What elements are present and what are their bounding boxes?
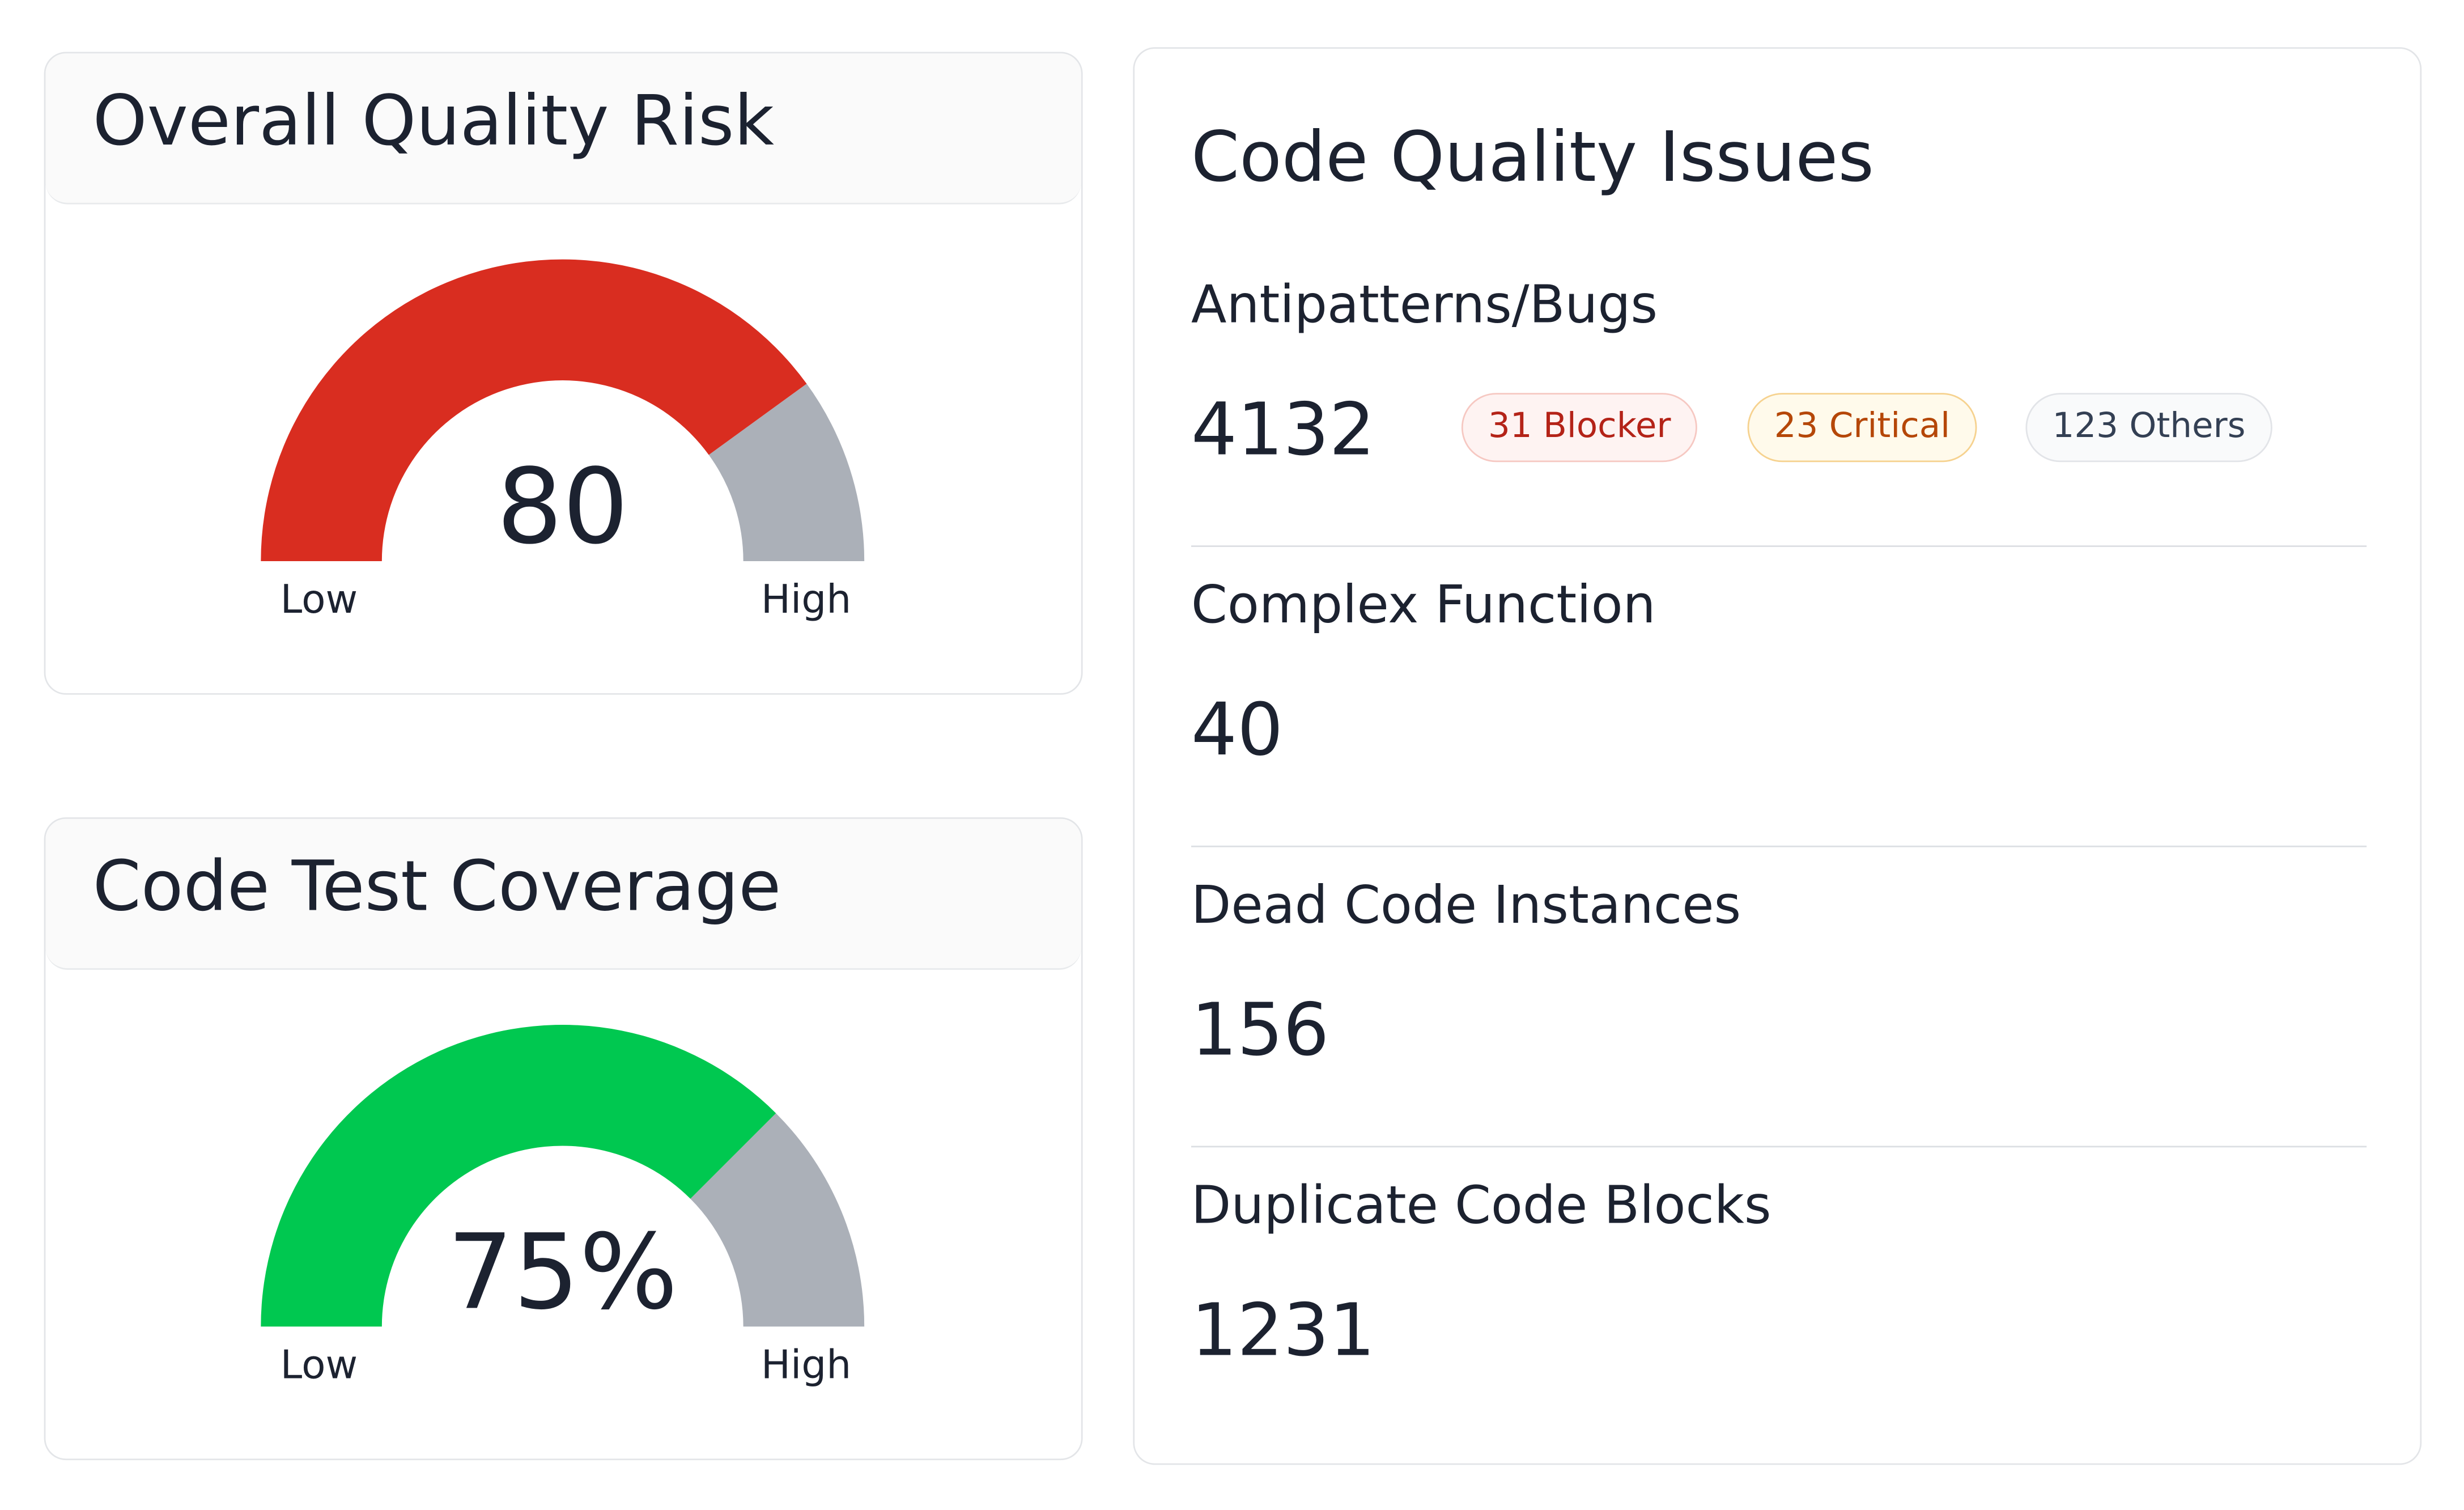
low-label: Low bbox=[281, 577, 358, 622]
divider bbox=[1191, 545, 2367, 548]
issue-label: Antipatterns/Bugs bbox=[1191, 273, 1658, 335]
gauge: 80 Low High bbox=[261, 259, 865, 622]
gauge-card: Code Test Coverage 75% Low High bbox=[44, 817, 1083, 1461]
high-label: High bbox=[761, 1343, 851, 1388]
issue-count: 156 bbox=[1191, 987, 1329, 1072]
gauge-value: 75% bbox=[447, 1212, 678, 1333]
card-header: Code Test Coverage bbox=[45, 818, 1081, 970]
issue-section: Duplicate Code Blocks 1231 bbox=[1191, 1146, 2367, 1447]
gauge-title: Code Test Coverage bbox=[92, 847, 781, 928]
gauge-value-arc bbox=[261, 1025, 776, 1327]
issue-count: 1231 bbox=[1191, 1287, 1375, 1372]
issue-label: Duplicate Code Blocks bbox=[1191, 1174, 1771, 1236]
issue-label: Dead Code Instances bbox=[1191, 873, 1741, 935]
issues-card: Code Quality Issues Antipatterns/Bugs 413… bbox=[1133, 47, 2422, 1465]
low-label: Low bbox=[281, 1343, 358, 1388]
gauge-value-arc bbox=[261, 259, 807, 561]
divider bbox=[1191, 845, 2367, 847]
issue-section: Dead Code Instances 156 bbox=[1191, 845, 2367, 1146]
high-label: High bbox=[761, 577, 851, 622]
issues-title: Code Quality Issues bbox=[1191, 117, 1874, 198]
issue-section: Antipatterns/Bugs 4132 31 Blocker 23 Critic… bbox=[1191, 245, 2367, 546]
gauge-value: 80 bbox=[496, 447, 628, 567]
gauge: 75% Low High bbox=[261, 1025, 865, 1388]
issue-count: 4132 bbox=[1191, 387, 1375, 472]
issue-section: Complex Function 40 bbox=[1191, 545, 2367, 846]
badge: 23 Critical bbox=[1747, 393, 1977, 463]
card-header: Overall Quality Risk bbox=[45, 53, 1081, 205]
gauge-title: Overall Quality Risk bbox=[92, 82, 775, 162]
badge: 31 Blocker bbox=[1461, 393, 1698, 463]
gauge-rest bbox=[708, 384, 865, 561]
badge: 123 Others bbox=[2025, 393, 2272, 463]
divider bbox=[1191, 1146, 2367, 1148]
issue-label: Complex Function bbox=[1191, 574, 1656, 635]
gauge-card: Overall Quality Risk 80 Low High bbox=[44, 52, 1083, 695]
gauge-rest bbox=[690, 1113, 865, 1327]
issue-count: 40 bbox=[1191, 686, 1284, 772]
